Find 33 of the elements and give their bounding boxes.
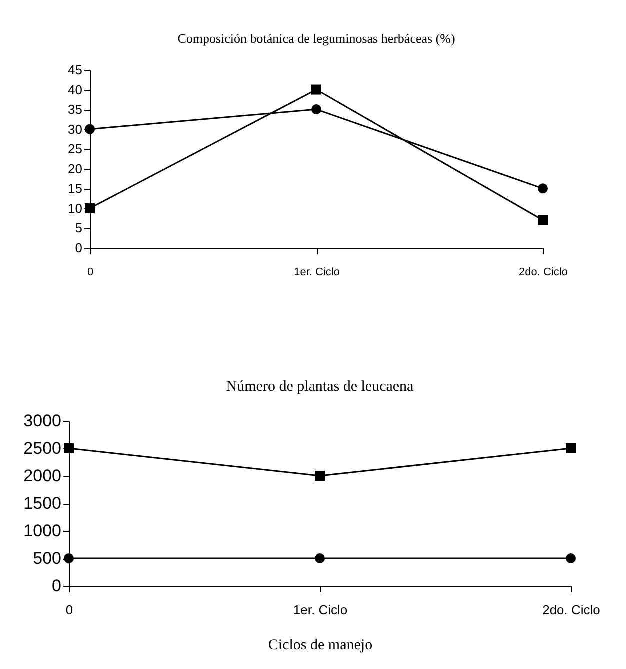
y-tick-label: 45 xyxy=(68,62,82,78)
y-tick-label: 2500 xyxy=(24,439,62,458)
y-tick-label: 0 xyxy=(75,240,82,256)
y-tick-label: 0 xyxy=(52,576,62,596)
y-tick-label: 40 xyxy=(68,82,82,98)
x-axis-title: Ciclos de manejo xyxy=(268,638,373,654)
point xyxy=(566,554,576,564)
point xyxy=(538,184,548,194)
y-tick-label: 10 xyxy=(68,200,82,216)
point xyxy=(538,215,548,226)
y-tick-label: 3000 xyxy=(24,412,62,430)
y-tick-label: 500 xyxy=(33,549,62,568)
y-tick-label: 1500 xyxy=(24,494,62,513)
y-tick-label: 2000 xyxy=(24,466,62,486)
point xyxy=(312,84,322,95)
x-tick-label: 2do. Ciclo xyxy=(542,602,600,618)
point xyxy=(312,104,322,115)
x-tick-label: 1er. Ciclo xyxy=(293,602,348,618)
y-tick-label: 25 xyxy=(68,142,82,157)
point xyxy=(315,471,325,481)
x-tick-label: 1er. Ciclo xyxy=(294,266,340,278)
point xyxy=(315,554,325,564)
y-tick-label: 20 xyxy=(68,161,82,176)
y-tick-label: 30 xyxy=(68,122,82,137)
y-tick-label: 15 xyxy=(68,181,82,196)
y-tick-label: 35 xyxy=(68,102,82,118)
chart-title: Número de plantas de leucaena xyxy=(226,379,414,395)
point xyxy=(566,444,576,454)
chart-title: Composición botánica de leguminosas herbáceas (%) xyxy=(178,31,456,46)
y-tick-label: 5 xyxy=(75,220,82,236)
x-tick-label: 2do. Ciclo xyxy=(519,266,568,278)
x-tick-label: 0 xyxy=(87,266,94,278)
y-tick-label: 1000 xyxy=(24,522,62,540)
